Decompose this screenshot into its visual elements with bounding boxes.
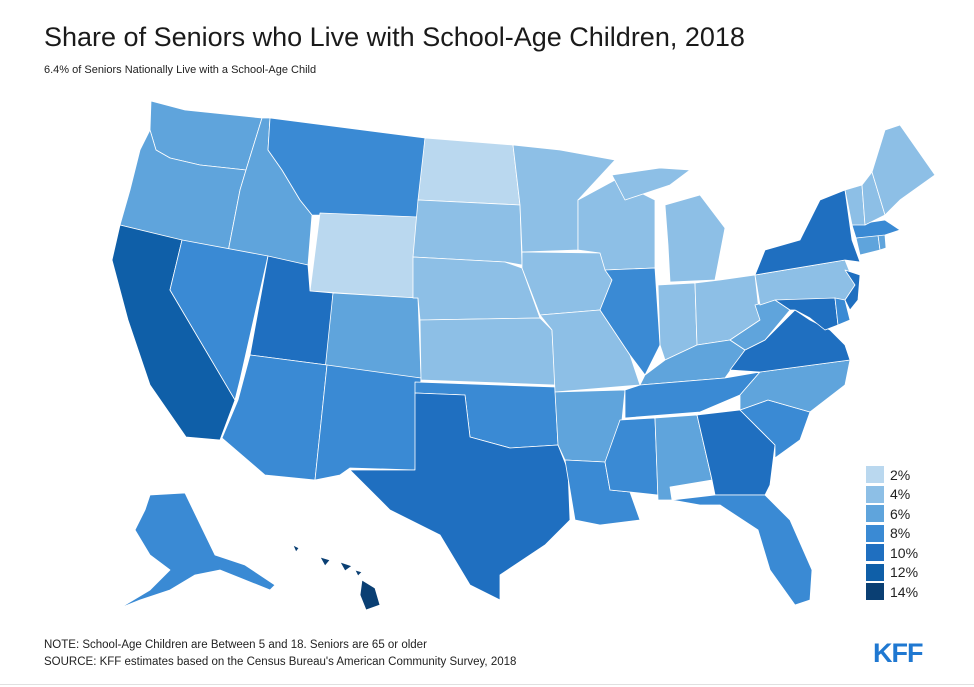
map-legend: 2% 4% 6% 8% 10% 12% 14% [866,465,918,602]
legend-swatch [866,524,884,542]
legend-item-10: 10% [866,543,918,563]
state-new-mexico[interactable] [314,364,422,481]
footer-source: SOURCE: KFF estimates based on the Censu… [44,656,517,668]
legend-swatch [866,466,884,484]
state-delaware[interactable] [834,297,851,326]
legend-swatch [866,583,884,601]
state-north-dakota[interactable] [417,137,521,206]
bottom-divider [0,684,974,685]
state-colorado[interactable] [324,292,422,379]
legend-swatch [866,505,884,523]
state-new-jersey[interactable] [844,269,861,311]
legend-label: 6% [890,505,911,522]
state-florida[interactable] [671,494,813,606]
kff-logo[interactable]: KFF [873,638,923,668]
legend-label: 10% [890,544,919,561]
state-wyoming[interactable] [309,212,419,299]
footer-note: NOTE: School-Age Children are Between 5 … [44,639,427,651]
legend-item-4: 4% [866,485,918,505]
legend-item-6: 6% [866,504,918,524]
chart-footer: NOTE: School-Age Children are Between 5 … [44,637,516,671]
legend-label: 12% [890,564,919,581]
state-kansas[interactable] [419,317,556,386]
state-alaska[interactable] [119,492,276,609]
state-nevada[interactable] [169,239,269,401]
state-texas[interactable] [349,392,571,601]
state-maine[interactable] [871,124,936,216]
legend-label: 8% [890,525,911,542]
legend-label: 4% [890,486,911,503]
state-south-dakota[interactable] [412,199,523,266]
state-new-york[interactable] [754,189,861,276]
chart-title: Share of Seniors who Live with School-Ag… [44,22,745,52]
legend-item-8: 8% [866,524,918,544]
legend-swatch [866,563,884,581]
state-illinois[interactable] [599,267,661,376]
state-nebraska[interactable] [412,256,541,321]
chart-subtitle: 6.4% of Seniors Nationally Live with a S… [44,64,317,76]
legend-item-14: 14% [866,582,918,602]
legend-swatch [866,544,884,562]
legend-label: 2% [890,466,911,483]
legend-item-2: 2% [866,465,918,485]
legend-label: 14% [890,583,919,600]
state-michigan[interactable] [611,167,726,283]
legend-swatch [866,485,884,503]
state-hawaii[interactable] [292,544,381,611]
legend-item-12: 12% [866,563,918,583]
